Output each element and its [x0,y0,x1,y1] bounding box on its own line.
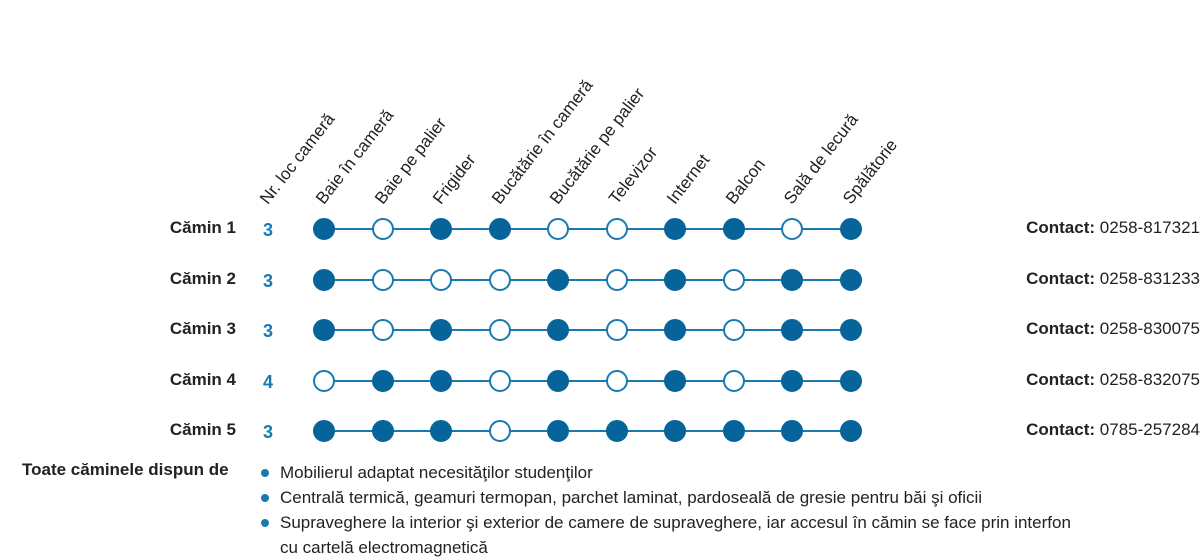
amenity-available-dot [781,319,803,341]
row-label: Cămin 3 [169,319,236,338]
amenity-available-dot [313,420,335,442]
contact-info: Contact: 0258-832075 [1026,370,1200,390]
amenity-available-dot [313,218,335,240]
column-header: Frigider [429,150,480,208]
amenity-unavailable-dot [488,319,511,341]
amenity-unavailable-dot [371,319,394,341]
amenity-available-dot [781,369,803,392]
amenity-unavailable-dot [722,268,745,291]
amenity-available-dot [664,218,686,240]
column-header: Internet [663,150,714,208]
amenity-available-dot [605,420,628,442]
row-connector-line [324,278,851,281]
row-connector-line [324,329,851,331]
bullet-text: Mobilierul adaptat necesităţilor studenţ… [280,463,593,482]
column-header: Balcon [721,155,769,208]
amenity-available-dot [722,218,745,240]
amenity-available-dot [781,420,803,442]
row-connector-line [324,430,851,432]
row-label: Cămin 4 [169,369,236,389]
amenity-available-dot [839,420,862,442]
amenity-unavailable-dot [547,218,569,240]
footer-title: Toate căminele dispun de [22,460,229,479]
amenity-available-dot [430,369,452,392]
amenity-available-dot [313,268,335,291]
room-places-count: 4 [262,371,273,392]
amenity-available-dot [547,268,569,291]
amenity-unavailable-dot [781,218,803,240]
contact-info: Contact: 0785-257284 [1026,420,1200,440]
amenity-unavailable-dot [488,369,511,392]
amenity-available-dot [371,420,394,442]
row-label: Cămin 2 [169,268,236,288]
contact-label: Contact: [1026,420,1096,439]
contact-phone: 0785-257284 [1099,420,1200,439]
row-label: Cămin 5 [169,420,236,439]
amenity-available-dot [313,319,335,341]
room-places-count: 3 [262,270,273,291]
amenity-unavailable-dot [430,268,452,291]
amenity-available-dot [371,369,394,392]
amenity-unavailable-dot [371,268,394,291]
amenity-unavailable-dot [722,369,745,392]
amenity-available-dot [664,319,686,341]
amenity-available-dot [547,369,569,392]
amenity-bullet-item: Mobilierul adaptat necesităţilor studenţ… [258,460,1078,485]
amenity-available-dot [430,319,452,341]
contact-label: Contact: [1026,319,1096,338]
amenity-unavailable-dot [605,218,628,240]
column-header: Televizor [604,143,661,208]
amenity-available-dot [488,218,511,240]
amenity-available-dot [722,420,745,442]
amenity-available-dot [839,319,862,341]
contact-label: Contact: [1026,218,1096,237]
room-places-count: 3 [262,321,273,341]
bullet-text: Centrală termică, geamuri termopan, parc… [280,488,983,507]
contact-phone: 0258-831233 [1099,268,1200,288]
amenity-available-dot [839,218,862,240]
contact-info: Contact: 0258-817321 [1026,218,1200,238]
contact-info: Contact: 0258-830075 [1026,319,1200,339]
amenity-unavailable-dot [488,268,511,291]
contact-phone: 0258-830075 [1099,319,1200,338]
amenity-available-dot [781,268,803,291]
contact-info: Contact: 0258-831233 [1026,269,1200,289]
amenity-unavailable-dot [371,218,394,240]
amenity-bullet-item: Supraveghere la interior şi exterior de … [258,510,1078,560]
column-header: Bucătărie în cameră [487,76,597,208]
amenity-available-dot [664,369,686,392]
amenity-available-dot [430,218,452,240]
amenity-available-dot [547,420,569,442]
amenity-unavailable-dot [722,319,745,341]
contact-label: Contact: [1026,369,1096,389]
bullet-icon [261,469,269,477]
room-places-count: 3 [262,220,273,240]
column-header: Spălătorie [838,135,901,208]
amenity-unavailable-dot [313,369,335,392]
amenity-available-dot [839,268,862,291]
row-label: Cămin 1 [169,218,236,237]
amenity-available-dot [664,420,686,442]
amenity-unavailable-dot [605,319,628,341]
amenity-unavailable-dot [605,268,628,291]
amenities-list: Mobilierul adaptat necesităţilor studenţ… [258,460,1078,560]
amenity-available-dot [664,268,686,291]
bullet-icon [261,519,269,527]
bullet-text: Supraveghere la interior şi exterior de … [280,513,1071,557]
contact-phone: 0258-817321 [1099,218,1200,237]
row-connector-line [324,228,851,230]
bullet-icon [261,494,269,502]
contact-phone: 0258-832075 [1099,369,1200,389]
row-connector-line [324,379,851,382]
contact-label: Contact: [1026,268,1096,288]
amenity-available-dot [839,369,862,392]
room-places-count: 3 [262,422,273,442]
amenity-available-dot [430,420,452,442]
amenity-unavailable-dot [488,420,511,442]
amenity-available-dot [547,319,569,341]
amenity-bullet-item: Centrală termică, geamuri termopan, parc… [258,485,1078,510]
amenity-unavailable-dot [605,369,628,392]
